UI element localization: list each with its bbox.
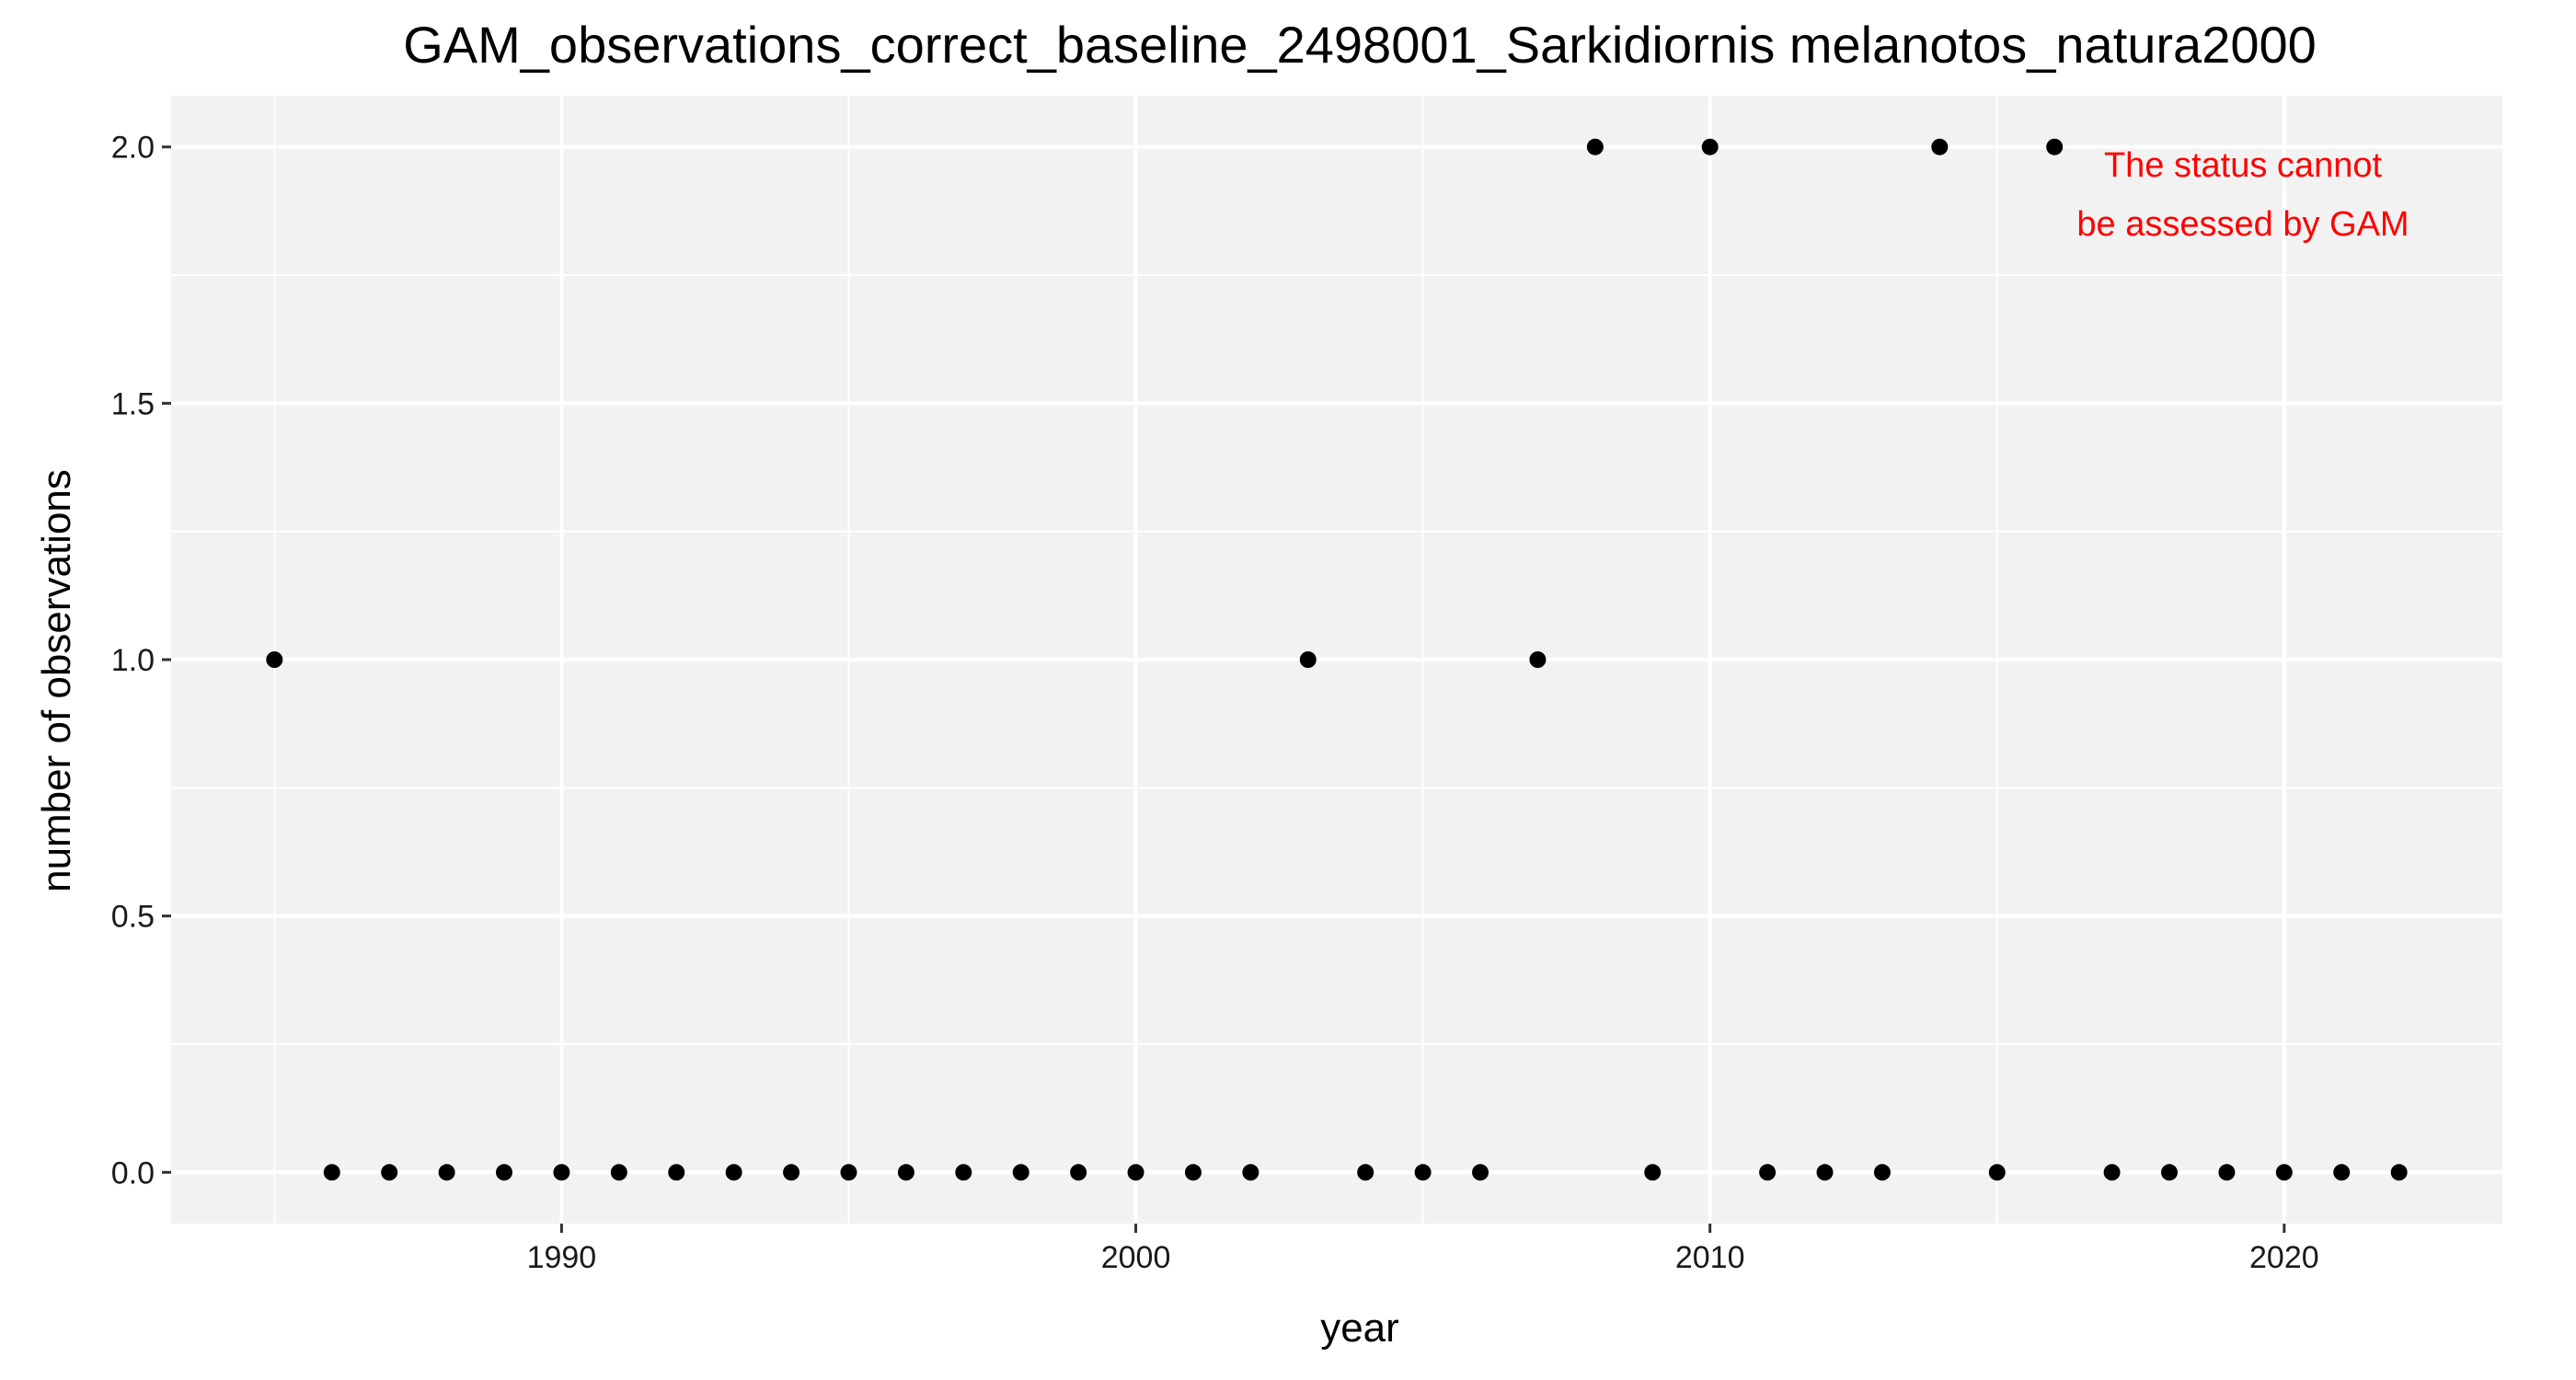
data-point <box>1242 1164 1259 1181</box>
x-axis: 1990 2000 2010 2020 <box>527 1224 2319 1275</box>
data-point <box>1701 138 1719 155</box>
data-point <box>1127 1164 1144 1181</box>
y-tick-label: 1.0 <box>111 643 155 678</box>
y-tick-label: 0.0 <box>111 1156 155 1190</box>
y-tick-label: 1.5 <box>111 386 155 421</box>
data-point <box>725 1164 742 1181</box>
data-point <box>840 1164 857 1181</box>
annotation-line: be assessed by GAM <box>2076 205 2409 244</box>
data-point <box>323 1164 340 1181</box>
data-point <box>897 1164 914 1181</box>
data-point <box>955 1164 972 1181</box>
annotation-line: The status cannot <box>2104 146 2383 185</box>
data-point <box>2218 1164 2236 1181</box>
grid-major <box>171 96 2502 1224</box>
data-point <box>1184 1164 1202 1181</box>
x-tick-label: 2010 <box>1675 1240 1745 1275</box>
x-tick-label: 2000 <box>1101 1240 1171 1275</box>
data-point <box>1816 1164 1834 1181</box>
data-points <box>266 138 2408 1181</box>
x-tick-label: 1990 <box>527 1240 597 1275</box>
data-point <box>1931 138 1949 155</box>
data-point <box>266 651 283 668</box>
data-point <box>2161 1164 2178 1181</box>
data-point <box>1012 1164 1029 1181</box>
data-point <box>1357 1164 1374 1181</box>
data-point <box>783 1164 800 1181</box>
data-point <box>1070 1164 1087 1181</box>
data-point <box>668 1164 685 1181</box>
data-point <box>1873 1164 1891 1181</box>
data-point <box>381 1164 398 1181</box>
data-point <box>1414 1164 1432 1181</box>
status-annotation: The status cannot be assessed by GAM <box>2076 146 2409 244</box>
data-point <box>438 1164 455 1181</box>
y-tick-label: 2.0 <box>111 131 155 166</box>
data-point <box>1644 1164 1662 1181</box>
y-tick-label: 0.5 <box>111 900 155 935</box>
data-point <box>1988 1164 2006 1181</box>
data-point <box>2275 1164 2293 1181</box>
data-point <box>496 1164 512 1181</box>
x-axis-title: year <box>1320 1305 1399 1351</box>
data-point <box>1759 1164 1777 1181</box>
data-point <box>1472 1164 1489 1181</box>
chart-title: GAM_observations_correct_baseline_249800… <box>403 16 2317 74</box>
data-point <box>610 1164 627 1181</box>
x-tick-label: 2020 <box>2249 1240 2319 1275</box>
data-point <box>1529 651 1547 668</box>
data-point <box>2103 1164 2121 1181</box>
data-point <box>2390 1164 2408 1181</box>
data-point <box>2046 138 2064 155</box>
y-axis: 0.0 0.5 1.0 1.5 2.0 <box>111 131 171 1190</box>
y-axis-title: number of observations <box>34 469 79 892</box>
data-point <box>2333 1164 2351 1181</box>
data-point <box>1299 651 1317 668</box>
data-point <box>1586 138 1604 155</box>
data-point <box>553 1164 570 1181</box>
